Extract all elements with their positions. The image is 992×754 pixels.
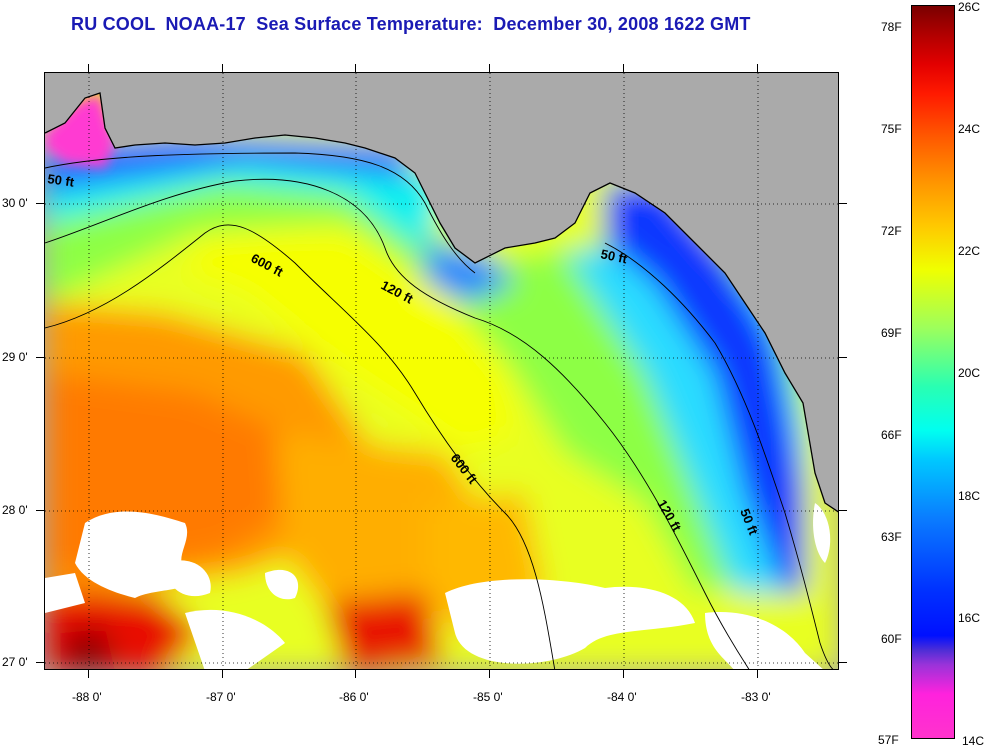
cloud-mask (45, 73, 831, 669)
isobath-120ft (45, 178, 750, 669)
isobath-600ft (45, 224, 556, 669)
cb-c-22: 22C (958, 244, 981, 258)
cb-f-72: 72F (881, 224, 902, 238)
cb-f-63: 63F (881, 530, 902, 544)
cb-c-16: 16C (958, 611, 981, 625)
cb-c-18: 18C (958, 489, 981, 503)
cb-c-14: 14C (962, 734, 985, 748)
isobath-50ft-east (604, 242, 834, 669)
cb-c-24: 24C (958, 122, 981, 136)
cb-f-75: 75F (881, 122, 902, 136)
lon-label-84: -84 0' (607, 690, 637, 704)
cb-f-60: 60F (881, 632, 902, 646)
graticule (45, 73, 838, 669)
isobath-label-50ft-west: 50 ft (47, 171, 76, 190)
lon-label-83: -83 0' (741, 690, 771, 704)
cb-f-66: 66F (881, 428, 902, 442)
lat-label-29: 29 0' (2, 350, 28, 364)
lon-label-86: -86 0' (339, 690, 369, 704)
lon-label-88: -88 0' (72, 690, 102, 704)
isobath-50ft-west (45, 152, 476, 274)
cb-c-20: 20C (958, 366, 981, 380)
coastline (45, 92, 838, 513)
cb-f-78: 78F (881, 20, 902, 34)
cb-f-69: 69F (881, 326, 902, 340)
lat-label-30: 30 0' (2, 196, 28, 210)
sst-map-canvas: 600 ft 120 ft 50 ft 600 ft 120 ft 50 ft … (45, 73, 838, 669)
lon-label-87: -87 0' (206, 690, 236, 704)
lon-label-85: -85 0' (473, 690, 503, 704)
cb-c-26: 26C (958, 0, 981, 14)
lat-label-28: 28 0' (2, 503, 28, 517)
isobath-label-50ft-east-upper: 50 ft (599, 246, 629, 266)
sst-map: 600 ft 120 ft 50 ft 600 ft 120 ft 50 ft … (44, 72, 839, 670)
cb-f-57: 57F (878, 733, 899, 747)
land (45, 73, 838, 512)
color-scale-bar (911, 5, 955, 739)
map-title: RU COOL NOAA-17 Sea Surface Temperature:… (71, 14, 751, 34)
isobaths (45, 152, 834, 669)
lat-label-27: 27 0' (2, 655, 28, 669)
